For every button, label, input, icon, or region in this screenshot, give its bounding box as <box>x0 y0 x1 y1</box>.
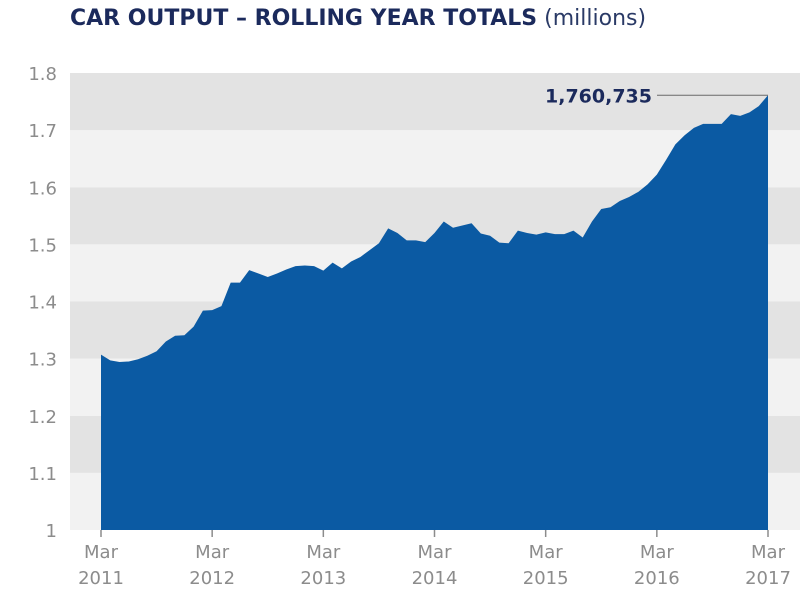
x-tick-label-month: Mar <box>418 542 453 563</box>
y-tick-label: 1.7 <box>28 121 57 142</box>
x-tick-label-year: 2011 <box>78 568 124 589</box>
x-tick-label-month: Mar <box>640 542 675 563</box>
chart-title: CAR OUTPUT – ROLLING YEAR TOTALS <box>70 6 538 31</box>
annotation-value-label: 1,760,735 <box>545 85 652 107</box>
series-area <box>101 95 768 530</box>
chart-title-row: CAR OUTPUT – ROLLING YEAR TOTALS (millio… <box>70 6 646 31</box>
x-axis: Mar 2011 Mar 2012 Mar 2013 Mar 2014 Mar 2015 Mar 20… <box>78 530 791 589</box>
y-tick-label: 1.5 <box>28 235 57 256</box>
area-layer <box>101 95 768 530</box>
x-tick-label-year: 2016 <box>634 568 680 589</box>
y-tick-label: 1.6 <box>28 178 57 199</box>
x-tick-label-month: Mar <box>529 542 564 563</box>
x-tick-label-year: 2012 <box>189 568 235 589</box>
x-tick-label-year: 2015 <box>523 568 569 589</box>
x-tick-label-month: Mar <box>84 542 119 563</box>
y-tick-label: 1.1 <box>28 464 57 485</box>
y-tick-label: 1 <box>46 521 57 542</box>
y-tick-label: 1.2 <box>28 407 57 428</box>
y-tick-label: 1.4 <box>28 293 57 314</box>
grid-band <box>70 73 800 131</box>
chart-unit-label: (millions) <box>544 6 647 31</box>
x-tick-label-month: Mar <box>306 542 341 563</box>
x-tick-label-year: 2013 <box>300 568 346 589</box>
y-tick-label: 1.3 <box>28 350 57 371</box>
x-tick-label-year: 2017 <box>745 568 791 589</box>
y-tick-label: 1.8 <box>28 64 57 85</box>
annotation-layer: 1,760,735 <box>545 85 768 107</box>
x-tick-label-month: Mar <box>195 542 230 563</box>
x-tick-label-year: 2014 <box>412 568 458 589</box>
y-axis: 1 1.1 1.2 1.3 1.4 1.5 1.6 1.7 1.8 <box>28 64 57 542</box>
x-tick-label-month: Mar <box>751 542 786 563</box>
